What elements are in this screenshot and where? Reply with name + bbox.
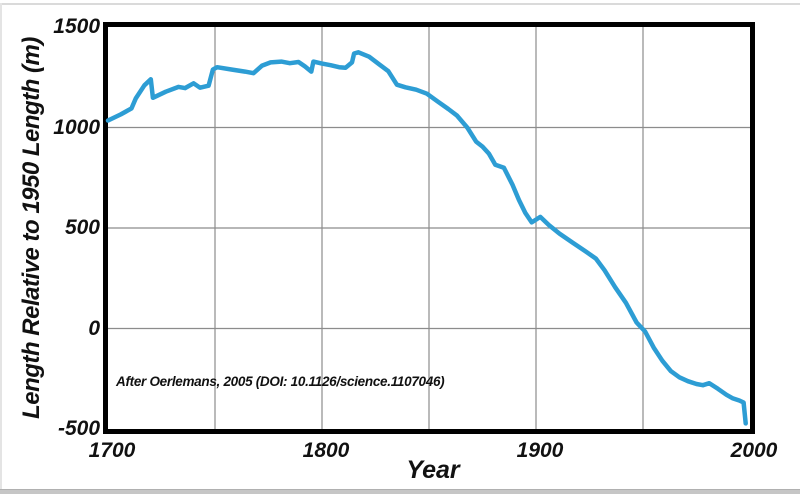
bottom-border-line	[0, 489, 800, 494]
x-tick-label: 2000	[730, 439, 778, 462]
y-tick-label: -500	[57, 417, 100, 440]
source-annotation: After Oerlemans, 2005 (DOI: 10.1126/scie…	[116, 374, 445, 389]
top-border-line	[0, 3, 800, 5]
y-tick-label: 1500	[53, 15, 100, 38]
x-tick-label: 1900	[516, 439, 564, 462]
x-tick-label: 1700	[88, 439, 136, 462]
x-tick-label: 1800	[302, 439, 350, 462]
left-border-line	[0, 3, 2, 490]
y-tick-label: 500	[64, 216, 100, 239]
glacier-length-line	[105, 50, 748, 426]
y-tick-label: 0	[88, 316, 100, 340]
x-axis-title: Year	[406, 456, 460, 484]
y-tick-label: 1000	[53, 115, 100, 139]
plot-border	[103, 22, 755, 434]
